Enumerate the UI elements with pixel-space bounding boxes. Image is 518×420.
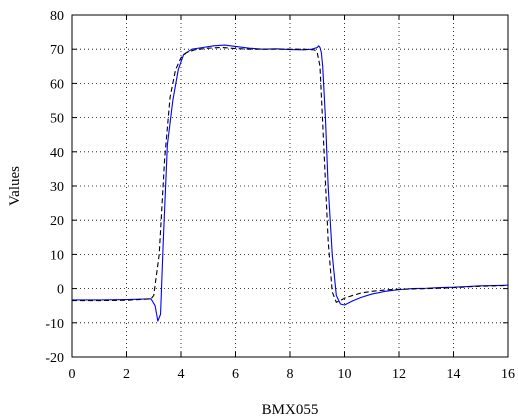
y-tick-label: 10 xyxy=(50,248,64,263)
x-tick-label: 4 xyxy=(178,367,185,382)
y-tick-label: 40 xyxy=(50,146,64,161)
x-axis-label: BMX055 xyxy=(262,402,319,418)
axis-ticks xyxy=(71,14,509,358)
tick-labels: 0 2 4 6 8 10 12 14 16 -20 -10 0 10 20 30 40 50 60 70 80 xyxy=(45,9,515,382)
series-line-solid xyxy=(72,44,509,322)
y-tick-label: 20 xyxy=(50,214,64,229)
x-tick-label: 8 xyxy=(287,367,294,382)
x-tick-label: 10 xyxy=(338,367,352,382)
y-tick-label: 0 xyxy=(57,283,64,298)
x-tick-label: 6 xyxy=(232,367,239,382)
x-tick-label: 0 xyxy=(69,367,76,382)
y-tick-label: 50 xyxy=(50,112,64,127)
series-line-dashed xyxy=(72,46,509,303)
y-tick-label: -10 xyxy=(45,317,64,332)
x-tick-label: 16 xyxy=(501,367,515,382)
y-tick-label: 70 xyxy=(50,43,64,58)
y-tick-label: 30 xyxy=(50,180,64,195)
y-tick-label: 80 xyxy=(50,9,64,24)
x-tick-label: 2 xyxy=(123,367,130,382)
x-tick-label: 14 xyxy=(447,367,461,382)
series-group xyxy=(72,44,509,322)
y-tick-label: -20 xyxy=(45,351,64,366)
x-tick-label: 12 xyxy=(392,367,406,382)
grid-lines xyxy=(72,15,508,357)
plot-frame xyxy=(71,14,509,358)
y-axis-label: Values xyxy=(7,166,23,206)
y-tick-label: 60 xyxy=(50,77,64,92)
